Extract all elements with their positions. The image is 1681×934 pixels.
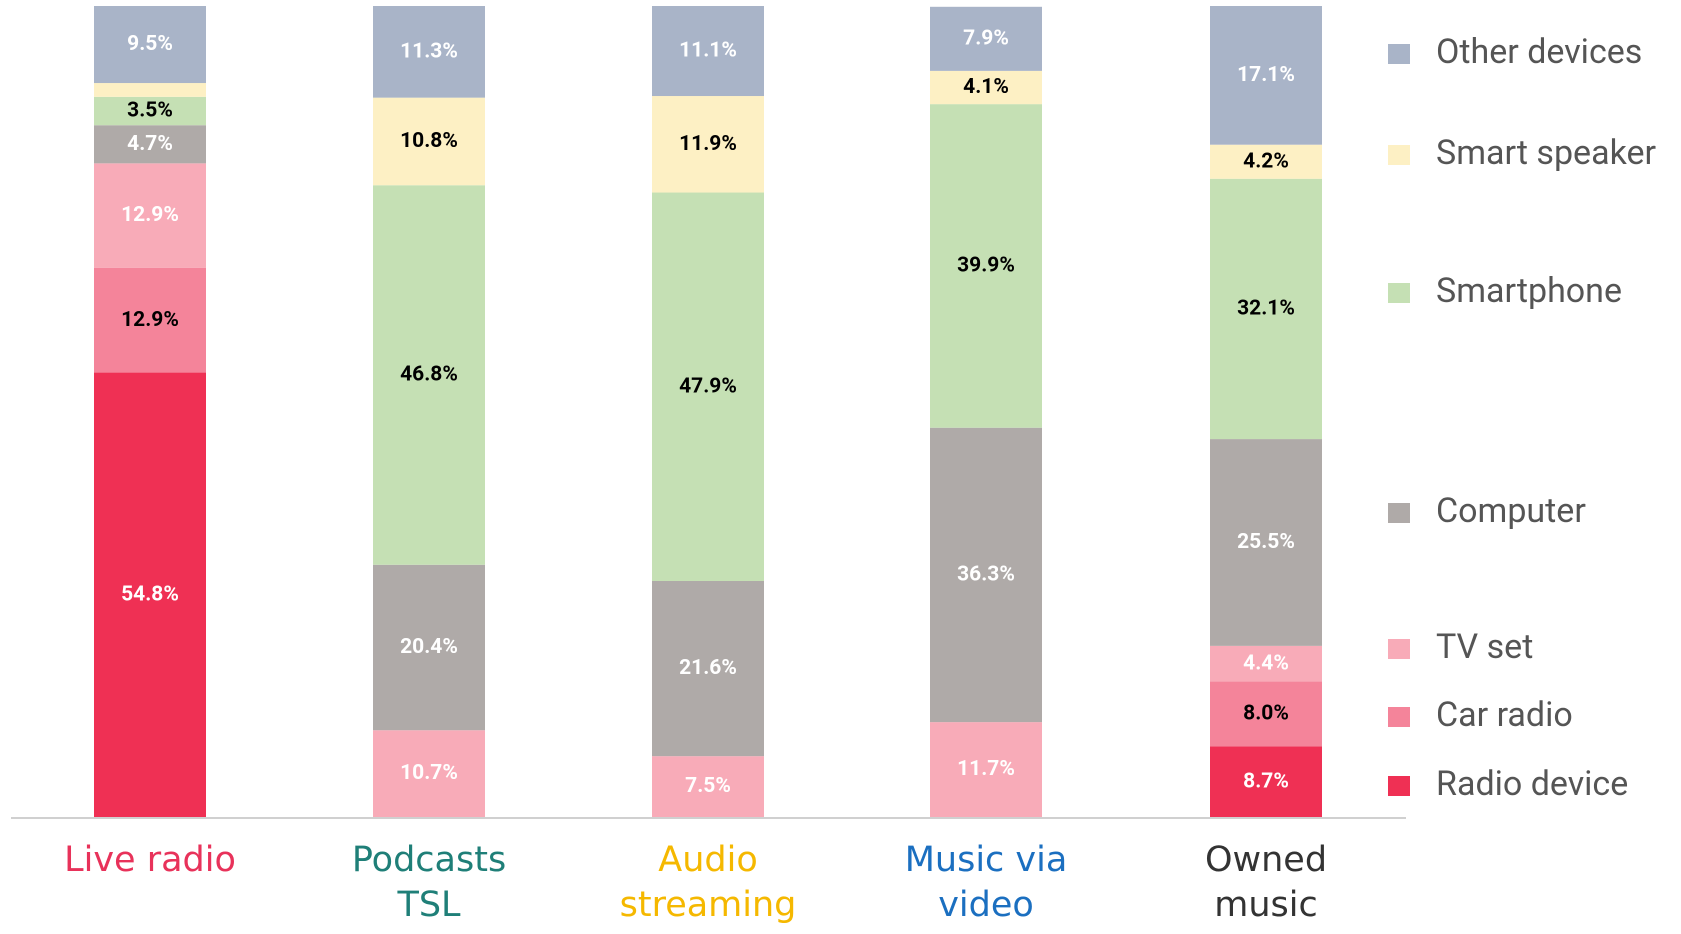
value-label: 4.7% bbox=[127, 132, 173, 156]
value-label: 54.8% bbox=[121, 582, 179, 606]
legend-swatch bbox=[1388, 145, 1410, 165]
value-label: 12.9% bbox=[121, 308, 179, 332]
value-label: 3.5% bbox=[127, 99, 173, 123]
value-label: 17.1% bbox=[1237, 63, 1295, 87]
bar-segment bbox=[373, 730, 485, 817]
legend-label: Radio device bbox=[1436, 764, 1628, 804]
value-label: 10.8% bbox=[400, 129, 458, 153]
legend-label: Car radio bbox=[1436, 695, 1573, 735]
value-label: 21.6% bbox=[679, 656, 737, 680]
value-label: 4.2% bbox=[1243, 149, 1289, 173]
bar-segment bbox=[373, 97, 485, 186]
bar-segment bbox=[1210, 144, 1322, 179]
bar-segment bbox=[652, 6, 764, 97]
legend-swatch bbox=[1388, 639, 1410, 659]
value-label: 32.1% bbox=[1237, 296, 1295, 320]
legend-label: Smartphone bbox=[1436, 271, 1622, 311]
value-label: 7.5% bbox=[685, 774, 731, 798]
value-label: 20.4% bbox=[400, 635, 458, 659]
value-label: 7.9% bbox=[963, 26, 1009, 50]
value-label: 4.4% bbox=[1243, 651, 1289, 675]
category-label: Podcasts TSL bbox=[351, 840, 507, 925]
bar-segment bbox=[930, 104, 1042, 428]
bar-segment bbox=[930, 6, 1042, 71]
value-label: 47.9% bbox=[679, 374, 737, 398]
bar-segment bbox=[94, 96, 206, 126]
value-label: 12.9% bbox=[121, 203, 179, 227]
bar-segment bbox=[373, 564, 485, 731]
bar-segment bbox=[652, 756, 764, 817]
bar-segment bbox=[373, 185, 485, 565]
category-label: Audio streaming bbox=[619, 840, 797, 925]
value-label: 4.1% bbox=[963, 75, 1009, 99]
legend-swatch bbox=[1388, 44, 1410, 64]
value-label: 9.5% bbox=[127, 32, 173, 56]
value-label: 46.8% bbox=[400, 363, 458, 387]
bar-segment bbox=[94, 372, 206, 817]
bar-segment bbox=[1210, 746, 1322, 817]
bar-segment bbox=[1210, 645, 1322, 682]
legend-swatch bbox=[1388, 707, 1410, 727]
value-label: 8.7% bbox=[1243, 769, 1289, 793]
value-label: 10.7% bbox=[400, 761, 458, 785]
category-label: Owned music bbox=[1204, 840, 1328, 925]
bar-segment bbox=[94, 163, 206, 268]
bar-segment bbox=[1210, 6, 1322, 145]
value-label: 11.7% bbox=[957, 757, 1015, 781]
legend-label: Smart speaker bbox=[1436, 133, 1656, 173]
bar-segment bbox=[94, 267, 206, 373]
bar-segment bbox=[652, 96, 764, 193]
legend-swatch bbox=[1388, 283, 1410, 303]
value-label: 11.9% bbox=[679, 132, 737, 156]
bar-segment bbox=[94, 125, 206, 164]
bar-segment bbox=[94, 6, 206, 84]
bar-segment bbox=[1210, 439, 1322, 646]
bar-segment bbox=[930, 427, 1042, 723]
value-label: 36.3% bbox=[957, 562, 1015, 586]
legend-label: Other devices bbox=[1436, 32, 1642, 72]
bar-segment bbox=[1210, 681, 1322, 747]
value-label: 11.1% bbox=[679, 39, 737, 63]
bar-segment bbox=[652, 580, 764, 757]
category-label: Music via video bbox=[904, 840, 1068, 925]
value-label: 11.3% bbox=[400, 39, 458, 63]
bar-segment bbox=[930, 722, 1042, 817]
legend-swatch bbox=[1388, 503, 1410, 523]
value-label: 25.5% bbox=[1237, 530, 1295, 554]
legend-swatch bbox=[1388, 776, 1410, 796]
value-label: 39.9% bbox=[957, 253, 1015, 277]
bar-segment bbox=[94, 83, 206, 97]
legend-label: TV set bbox=[1436, 627, 1533, 667]
bar-segment bbox=[652, 192, 764, 581]
category-label: Live radio bbox=[64, 840, 236, 880]
bar-segment bbox=[1210, 178, 1322, 440]
bar-segment bbox=[930, 70, 1042, 105]
legend-label: Computer bbox=[1436, 491, 1586, 531]
bar-segment bbox=[373, 6, 485, 98]
value-label: 8.0% bbox=[1243, 702, 1289, 726]
